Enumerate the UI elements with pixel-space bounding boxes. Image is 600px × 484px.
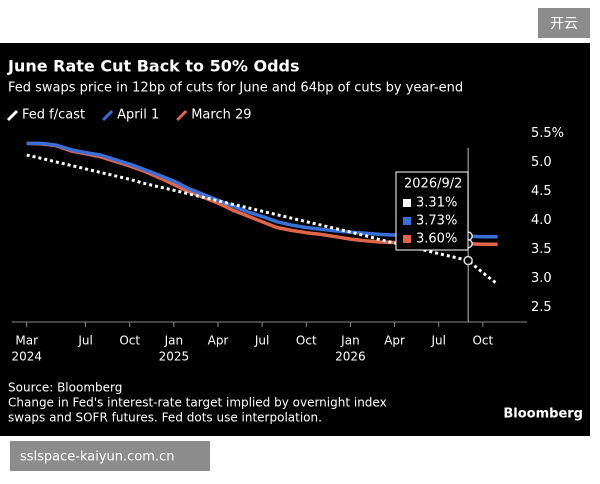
tooltip-value: 3.60%	[416, 232, 457, 247]
annotation-marker	[463, 255, 473, 266]
y-tick-label: 3.0	[531, 271, 552, 286]
y-tick-label: 4.0	[531, 213, 552, 228]
x-tick-label: Jul	[430, 334, 445, 348]
overlay-button-label: 开云	[550, 16, 578, 32]
y-tick-label: 3.5	[531, 242, 552, 257]
brand: Bloomberg	[503, 407, 583, 422]
url: sslspace-kaiyun.com.cn	[20, 450, 174, 465]
x-tick-label: Oct	[296, 334, 317, 348]
legend-label: April 1	[117, 108, 159, 123]
note-line: Change in Fed's interest-rate target imp…	[8, 396, 387, 410]
legend-swatch	[102, 109, 114, 122]
chart-title: June Rate Cut Back to 50% Odds	[7, 57, 300, 76]
tooltip-swatch	[403, 217, 411, 225]
x-tick-label: Jul	[77, 334, 92, 348]
tooltip-value: 3.73%	[416, 214, 457, 229]
y-tick-label: 4.5	[531, 184, 552, 199]
chart-panel	[0, 43, 590, 436]
x-tick-sublabel: 2024	[11, 350, 42, 364]
x-tick-label: Jan	[340, 334, 360, 348]
tooltip-value: 3.31%	[416, 196, 457, 211]
chart-subtitle: Fed swaps price in 12bp of cuts for June…	[8, 81, 463, 96]
x-tick-label: Oct	[119, 334, 140, 348]
tooltip-swatch	[403, 199, 411, 207]
legend-swatch	[6, 109, 19, 122]
legend-label: March 29	[191, 108, 251, 123]
source: Source: Bloomberg	[8, 381, 122, 395]
legend-label: Fed f/cast	[22, 108, 85, 123]
tooltip-title: 2026/9/2	[404, 177, 462, 192]
y-tick-label: 5.5%	[531, 126, 564, 141]
y-tick-label: 2.5	[531, 300, 552, 315]
x-tick-label: Apr	[208, 334, 229, 348]
x-tick-label: Mar	[15, 334, 38, 348]
y-tick-label: 5.0	[531, 155, 552, 170]
x-tick-label: Oct	[472, 334, 493, 348]
x-tick-label: Apr	[384, 334, 405, 348]
x-tick-sublabel: 2026	[335, 350, 366, 364]
note-line: swaps and SOFR futures. Fed dots use int…	[8, 411, 322, 425]
x-tick-label: Jul	[254, 334, 269, 348]
x-tick-sublabel: 2025	[159, 350, 190, 364]
overlay-button[interactable]	[538, 8, 590, 38]
tooltip-swatch	[403, 235, 411, 243]
x-tick-label: Jan	[164, 334, 184, 348]
url-box	[10, 441, 210, 471]
legend-swatch	[176, 109, 188, 122]
